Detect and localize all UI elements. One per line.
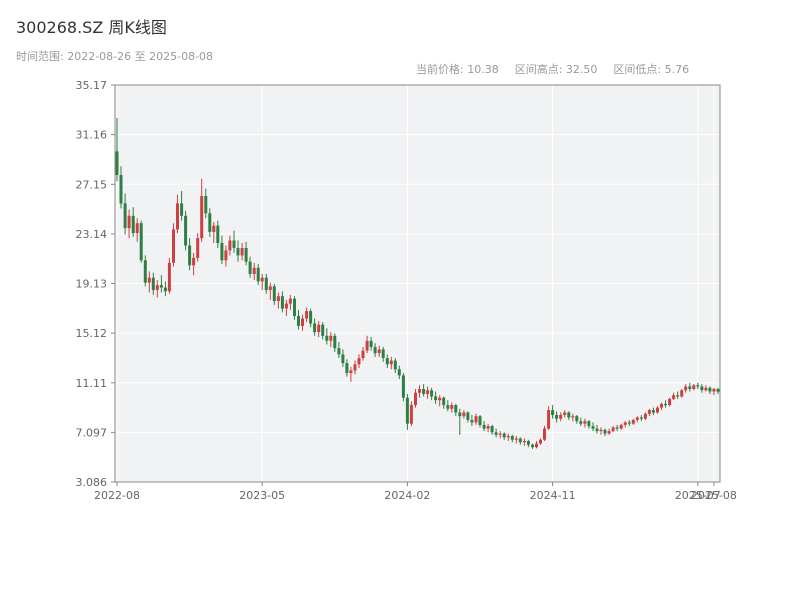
svg-text:2024-02: 2024-02 bbox=[384, 489, 430, 502]
svg-text:2023-05: 2023-05 bbox=[239, 489, 285, 502]
page-title: 300268.SZ 周K线图 bbox=[16, 18, 167, 37]
range-low: 区间低点: 5.76 bbox=[613, 63, 690, 76]
svg-text:11.11: 11.11 bbox=[76, 377, 108, 390]
svg-text:2025-08: 2025-08 bbox=[691, 489, 737, 502]
svg-text:35.17: 35.17 bbox=[76, 79, 108, 92]
meta-bar: 时间范围: 2022-08-26 至 2025-08-08 当前价格: 10.3… bbox=[0, 48, 800, 76]
tick-marks bbox=[111, 84, 715, 486]
svg-text:15.12: 15.12 bbox=[76, 327, 108, 340]
candlestick-series bbox=[115, 118, 720, 449]
svg-text:2025-07: 2025-07 bbox=[675, 489, 721, 502]
svg-text:27.15: 27.15 bbox=[76, 178, 108, 191]
svg-text:2024-11: 2024-11 bbox=[530, 489, 576, 502]
current-price: 当前价格: 10.38 bbox=[415, 63, 499, 76]
svg-text:19.13: 19.13 bbox=[76, 278, 108, 291]
svg-text:7.097: 7.097 bbox=[76, 426, 108, 439]
time-range-label: 时间范围: 2022-08-26 至 2025-08-08 bbox=[16, 50, 214, 63]
svg-text:2022-08: 2022-08 bbox=[94, 489, 140, 502]
x-axis-labels: 2022-08 2023-05 2024-02 2024-11 2025-072025-… bbox=[94, 489, 737, 502]
svg-text:23.14: 23.14 bbox=[76, 228, 108, 241]
svg-text:31.16: 31.16 bbox=[76, 129, 108, 142]
svg-text:3.086: 3.086 bbox=[76, 476, 108, 489]
y-axis-labels: 35.17 31.16 27.15 23.14 19.13 15.12 11.11 7.097… bbox=[76, 79, 108, 489]
range-high: 区间高点: 32.50 bbox=[514, 63, 598, 76]
price-summary: 当前价格: 10.38 区间高点: 32.50 区间低点: 5.76 bbox=[395, 48, 705, 90]
